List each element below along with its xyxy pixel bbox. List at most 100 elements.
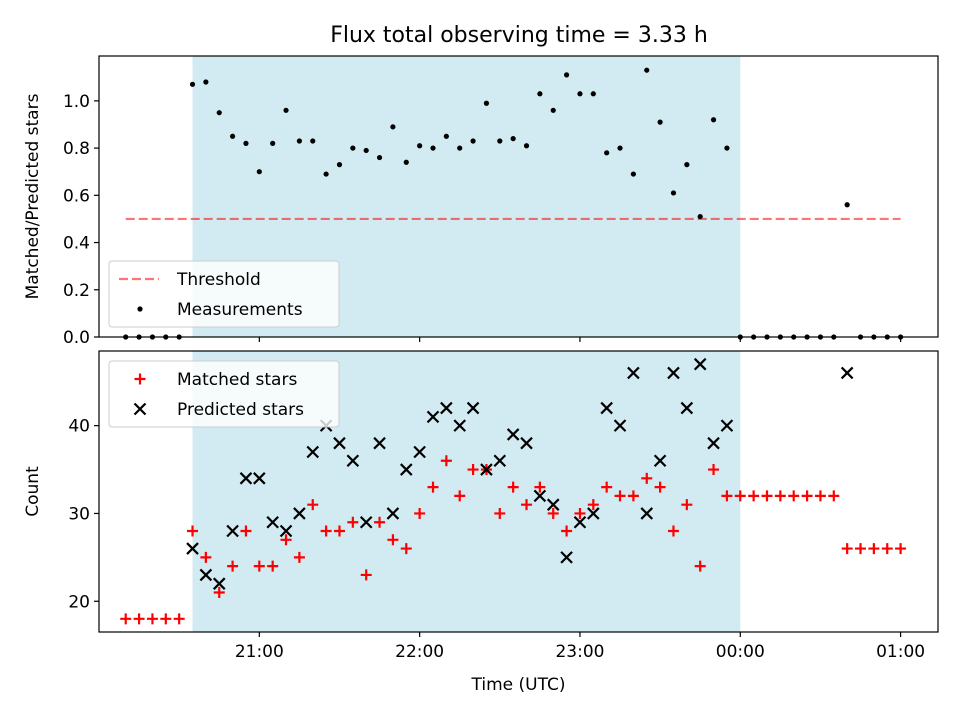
matched-stars-point <box>614 490 626 502</box>
measurements-point <box>470 138 476 144</box>
x-tick-label: 23:00 <box>555 642 604 662</box>
legend-swatch <box>134 373 146 385</box>
matched-stars-point <box>667 525 679 537</box>
predicted-stars-point <box>212 577 226 590</box>
axes-frame <box>98 55 939 338</box>
measurements-point <box>203 79 209 85</box>
predicted-stars-point <box>680 401 694 415</box>
matched-stars-point <box>534 481 546 493</box>
measurements-point <box>577 91 583 97</box>
predicted-stars-point <box>293 507 306 520</box>
matched-stars-point <box>774 490 786 502</box>
matched-stars-point <box>748 490 760 502</box>
predicted-stars-point <box>333 436 346 450</box>
matched-stars-point <box>200 551 212 563</box>
measurements-point <box>390 124 396 130</box>
measurements-point <box>283 107 289 113</box>
top-panel: 0.0 0.2 0.4 0.6 0.8 1.0 Matched/Predicted star… <box>23 55 939 348</box>
matched-stars-point <box>494 507 506 519</box>
matched-stars-point <box>627 490 639 502</box>
predicted-stars-point <box>426 410 440 424</box>
matched-stars-point <box>708 464 720 476</box>
matched-stars-point <box>801 490 813 502</box>
matched-stars-point <box>347 516 359 528</box>
matched-stars-point <box>160 613 172 625</box>
measurements-point <box>697 213 703 220</box>
matched-stars-point <box>547 507 559 519</box>
measurements-point <box>363 147 369 154</box>
legend-swatch <box>133 402 147 416</box>
predicted-stars-point <box>346 454 360 468</box>
y-tick-label: 30 <box>68 504 90 524</box>
legend-label: Predicted stars <box>177 400 304 420</box>
predicted-stars-point <box>693 357 707 371</box>
predicted-stars-point <box>226 524 239 538</box>
predicted-stars-point <box>587 507 600 520</box>
predicted-stars-point <box>466 401 480 415</box>
matched-stars-point <box>427 481 439 493</box>
y-axis-label: Count <box>23 466 43 517</box>
matched-stars-point <box>788 490 800 502</box>
measurements-point <box>483 100 490 106</box>
matched-stars-point <box>387 534 399 546</box>
matched-stars-point <box>895 543 907 555</box>
y-tick-label: 0.4 <box>63 234 90 254</box>
matched-stars-point <box>173 613 185 625</box>
measurements-point <box>630 171 636 177</box>
x-tick-label: 21:00 <box>235 642 284 662</box>
matched-stars-point <box>841 543 853 555</box>
legend-label: Threshold <box>176 270 261 290</box>
predicted-stars-point <box>613 419 627 432</box>
matched-stars-point <box>855 543 867 555</box>
y-tick-label: 20 <box>68 592 90 612</box>
matched-stars-point <box>333 525 345 537</box>
predicted-stars-point <box>480 463 493 476</box>
predicted-stars-point <box>560 551 573 564</box>
measurements-point <box>310 138 316 144</box>
legend-box <box>108 360 340 428</box>
matched-stars-point <box>414 507 426 519</box>
y-axis-label: Matched/Predicted stars <box>23 93 43 299</box>
matched-stars-point <box>440 455 452 467</box>
measurements-point <box>417 143 423 149</box>
predicted-stars-point <box>667 366 680 380</box>
predicted-stars-point <box>373 436 386 450</box>
predicted-stars-point <box>653 454 667 468</box>
measurements-point <box>376 154 383 161</box>
predicted-stars-point <box>199 568 213 582</box>
measurements-point <box>710 117 717 123</box>
measurements-point <box>270 140 276 146</box>
measurements-point <box>644 67 650 73</box>
matched-stars-point <box>641 472 653 484</box>
matched-stars-point <box>213 586 225 598</box>
measurements-point <box>684 162 690 168</box>
predicted-stars-point <box>399 463 413 476</box>
measurements-point <box>457 145 463 151</box>
measurements-point <box>229 133 236 139</box>
y-tick-label: 40 <box>68 417 90 437</box>
y-tick-label: 0.6 <box>63 186 90 206</box>
measurements-point <box>296 138 302 144</box>
matched-stars-point <box>721 490 733 502</box>
measurements-point <box>216 110 222 116</box>
legend-label: Measurements <box>177 300 303 320</box>
predicted-stars-point <box>600 401 613 415</box>
predicted-stars-point <box>386 507 400 520</box>
legend-swatch <box>137 306 143 312</box>
matched-stars-point <box>601 481 613 493</box>
measurements-point <box>403 159 409 165</box>
y-tick-label: 0.2 <box>63 281 90 301</box>
legend-label: Matched stars <box>177 370 297 390</box>
x-tick-label: 22:00 <box>395 642 444 662</box>
x-tick-label: 01:00 <box>876 642 925 662</box>
measurements-point <box>537 91 543 97</box>
measurements-point <box>724 145 730 151</box>
measurements-point <box>430 145 436 151</box>
chart-title: Flux total observing time = 3.33 h <box>330 23 708 48</box>
y-tick-label: 1.0 <box>63 92 90 112</box>
predicted-stars-point <box>573 515 587 529</box>
matched-stars-point <box>146 613 158 625</box>
predicted-stars-point <box>266 515 279 529</box>
predicted-stars-point <box>840 366 854 380</box>
predicted-stars-point <box>627 366 640 380</box>
